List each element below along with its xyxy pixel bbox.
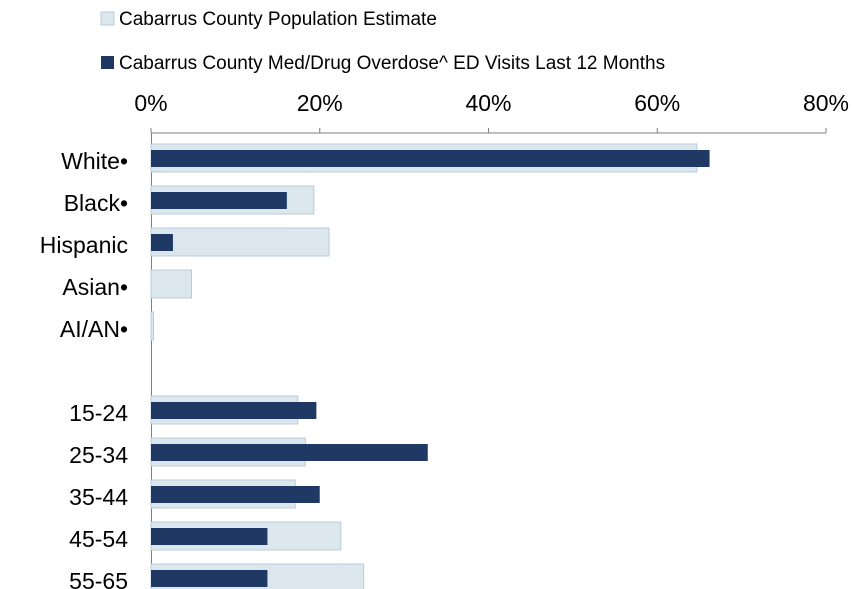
legend: Cabarrus County Population Estimate Caba… [100,9,665,74]
bar-ed-visits [151,486,320,503]
x-axis: 0% 20% 40% 60% 80% [134,90,849,589]
category-label: Asian• [62,274,128,300]
bar-ed-visits [151,192,287,209]
bar-ed-visits [151,150,710,167]
category-label: Hispanic [40,232,128,258]
category-label: 15-24 [69,400,128,426]
bar-population [150,269,192,299]
legend-swatch-ed-visits [101,56,114,69]
x-tick-label: 40% [465,90,511,116]
legend-label-population: Cabarrus County Population Estimate [119,9,437,30]
category-label: White• [61,148,128,174]
legend-label-ed-visits: Cabarrus County Med/Drug Overdose^ ED Vi… [119,53,665,74]
bar-ed-visits [151,234,173,251]
category-label: 55-65 [69,568,128,589]
x-tick-label: 20% [297,90,343,116]
category-label: 35-44 [69,484,128,510]
category-label: Black• [64,190,128,216]
bars [150,143,710,589]
legend-swatch-population [100,11,115,26]
category-label: 45-54 [69,526,128,552]
x-tick-label: 60% [634,90,680,116]
bar-ed-visits [151,444,428,461]
bar-ed-visits [151,570,268,587]
x-tick-label: 80% [803,90,849,116]
bar-ed-visits [151,528,268,545]
category-label: AI/AN• [60,316,128,342]
category-labels: White• Black• Hispanic Asian• AI/AN• 15-24 25-… [40,148,128,589]
bar-ed-visits [151,402,317,419]
category-label: 25-34 [69,442,128,468]
x-tick-label: 0% [134,90,167,116]
bar-population [150,227,330,257]
bar-population [150,311,155,341]
